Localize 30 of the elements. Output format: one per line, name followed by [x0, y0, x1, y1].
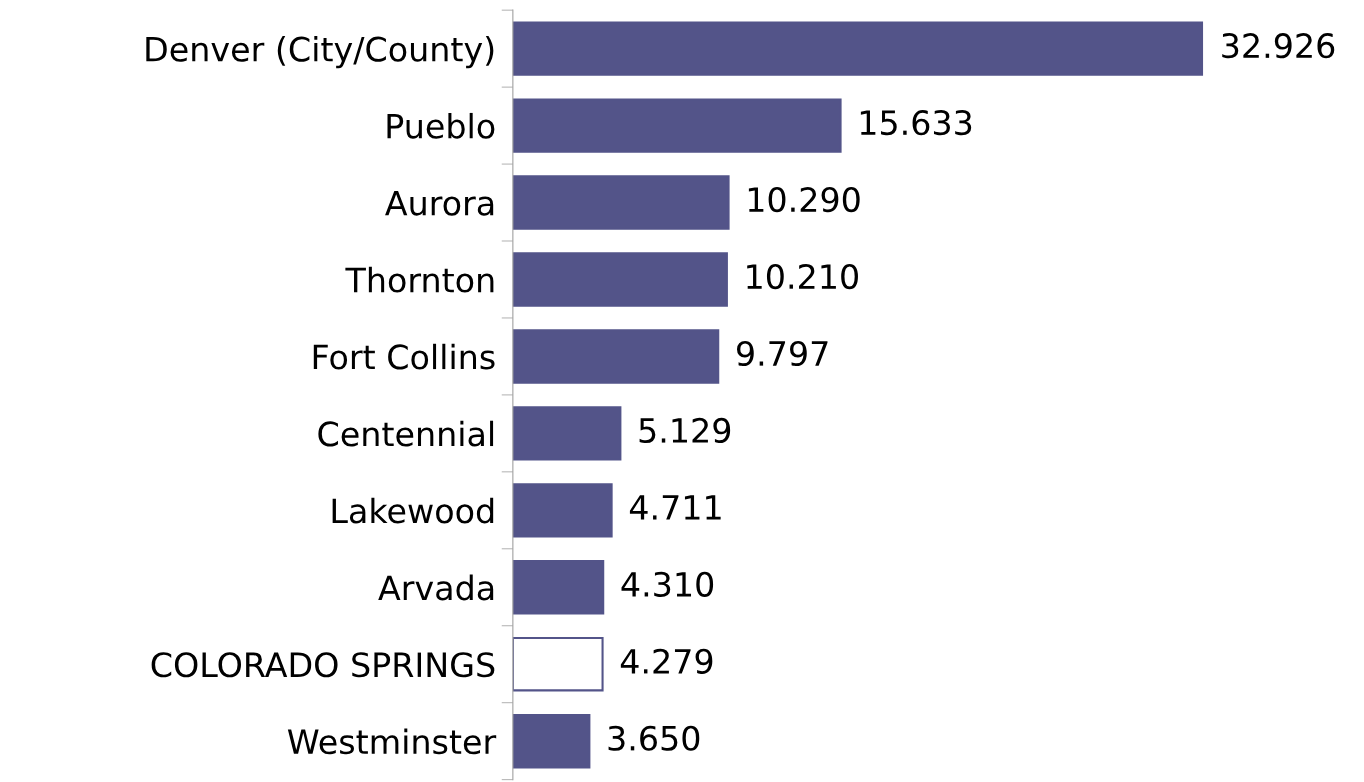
- bar: [512, 483, 613, 538]
- data-label: 4.279: [620, 648, 713, 674]
- bar: [512, 713, 591, 769]
- y-tick-label: Aurora: [385, 190, 494, 216]
- y-tick-label: Thornton: [345, 266, 494, 293]
- bar: [512, 406, 622, 461]
- y-tick-label: Denver (City/County): [146, 35, 494, 69]
- y-tick-label: Fort Collins: [313, 343, 495, 370]
- bar: [512, 560, 605, 615]
- y-tick-label: COLORADO SPRINGS: [151, 652, 495, 678]
- data-label: 3.650: [608, 725, 700, 751]
- data-label: 4.310: [621, 571, 714, 597]
- y-tick-label: Lakewood: [332, 497, 494, 524]
- bar: [512, 637, 604, 692]
- bar: [512, 252, 728, 307]
- bar: [512, 98, 842, 153]
- y-tick-label: Pueblo: [387, 112, 495, 139]
- data-label: 4.711: [629, 495, 721, 520]
- data-label: 10.210: [747, 263, 858, 290]
- data-label: 15.633: [860, 110, 972, 136]
- data-label: 32.926: [1222, 33, 1335, 59]
- data-label: 5.129: [639, 417, 731, 444]
- y-tick-label: Arvada: [378, 574, 494, 601]
- y-tick-label: Centennial: [318, 420, 494, 447]
- bar: [512, 21, 1204, 76]
- bar: [512, 329, 720, 384]
- bar: [512, 175, 730, 230]
- y-tick-label: Westminster: [287, 728, 497, 755]
- data-label: 10.290: [748, 187, 860, 213]
- data-label: 9.797: [736, 340, 828, 367]
